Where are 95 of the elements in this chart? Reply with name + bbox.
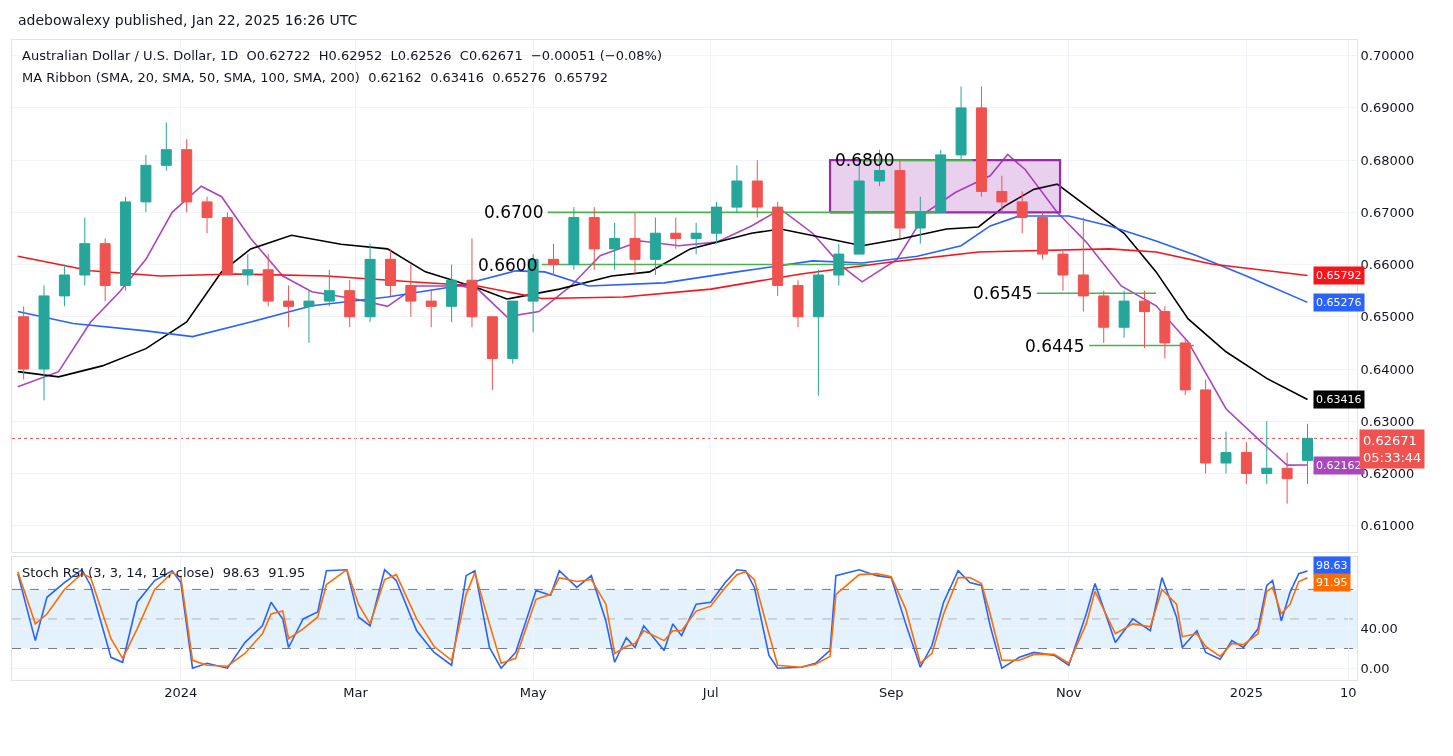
candlestick: [1118, 290, 1130, 339]
x-tick-label: 2024: [164, 684, 198, 700]
x-tick-label: Nov: [1056, 684, 1082, 700]
data-label: 98.63: [1316, 559, 1348, 572]
x-tick-label: 2025: [1229, 684, 1263, 700]
candlestick: [1281, 452, 1293, 505]
candlestick: [262, 253, 274, 307]
candlestick: [649, 217, 661, 276]
candlestick: [79, 217, 91, 286]
candlestick: [751, 159, 763, 219]
candlestick: [425, 290, 437, 328]
candlestick: [568, 206, 580, 271]
y-tick-label: 0.70000: [1360, 48, 1415, 64]
candlestick: [201, 196, 213, 234]
annotation: 0.6445: [1025, 336, 1085, 356]
candlestick: [160, 122, 172, 172]
y-tick-label: 0.66000: [1360, 257, 1415, 273]
candlestick: [772, 201, 784, 297]
candlestick: [1138, 290, 1150, 349]
text: Australian Dollar / U.S. Dollar, 1D O0.62722 H0.62952 L0.62526 C0.62671 −0.00051 (−0.08%): [22, 48, 663, 63]
candlestick: [364, 243, 376, 323]
data-label: 0.63416: [1316, 393, 1362, 406]
candlestick: [894, 159, 906, 239]
candlestick: [1057, 248, 1069, 292]
candlestick: [731, 164, 743, 213]
candlestick: [283, 284, 295, 328]
candlestick: [1159, 305, 1171, 360]
candlestick: [548, 243, 559, 276]
candlestick: [486, 316, 498, 391]
x-tick-label: Mar: [343, 684, 369, 700]
candlestick: [914, 196, 926, 245]
text: MA Ribbon (SMA, 20, SMA, 50, SMA, 100, SMA, 200) 0.62162 0.63416 0.65276 0.65792: [22, 70, 608, 85]
candlestick: [405, 264, 417, 318]
candlestick: [629, 211, 641, 276]
x-tick-label: Jul: [701, 684, 719, 700]
data-label: 0.65276: [1316, 296, 1362, 309]
candlestick: [58, 264, 70, 307]
x-tick-label: Sep: [878, 684, 904, 700]
y-tick-label: 0.63000: [1360, 413, 1415, 429]
candlestick: [181, 138, 193, 213]
candlestick: [1037, 211, 1049, 260]
y-tick-label: 0.64000: [1360, 361, 1415, 377]
x-tick-label: 10: [1340, 684, 1357, 700]
data-label: 91.95: [1316, 576, 1348, 589]
candlestick: [1016, 190, 1028, 234]
candlestick: [609, 222, 621, 271]
candlestick: [384, 248, 396, 297]
candlestick: [996, 175, 1008, 213]
candlestick: [120, 196, 132, 292]
candlestick: [344, 279, 356, 328]
candlestick: [588, 206, 600, 271]
candlestick: [1179, 337, 1191, 396]
candlestick: [242, 253, 254, 286]
candlestick: [18, 305, 30, 380]
candlestick: [690, 222, 702, 255]
y-tick-label: 0.67000: [1360, 204, 1415, 220]
line-series: [17, 248, 1309, 300]
text: adebowalexy published, Jan 22, 2025 16:26 UTC: [18, 12, 358, 28]
candlestick: [323, 269, 335, 307]
candlestick: [711, 201, 723, 245]
candlestick: [466, 237, 478, 328]
candlestick: [792, 279, 804, 328]
candlestick: [833, 243, 845, 286]
candlestick: [670, 217, 682, 250]
candlestick: [1261, 420, 1273, 485]
annotation: 0.6545: [973, 283, 1033, 303]
candlestick: [1302, 423, 1313, 485]
y-tick-label: 0.69000: [1360, 100, 1415, 116]
ref-line-label: 0.62671 05:33:44: [1363, 433, 1422, 465]
candlestick: [1098, 290, 1110, 344]
candlestick: [1220, 431, 1232, 474]
annotation: 0.6700: [484, 202, 544, 222]
y-tick-label: 0.00: [1360, 660, 1390, 676]
candlestick: [975, 85, 987, 198]
candlestick: [38, 284, 50, 401]
candlestick: [303, 290, 315, 344]
data-label: 0.62162: [1316, 459, 1362, 472]
candlestick: [99, 237, 111, 302]
candlestick: [955, 85, 967, 161]
candlestick: [812, 269, 824, 397]
x-tick-label: May: [519, 684, 547, 700]
candlestick: [446, 264, 458, 323]
candlestick: [935, 149, 947, 213]
y-tick-label: 0.68000: [1360, 152, 1415, 168]
candlestick: [221, 211, 233, 276]
y-tick-label: 40.00: [1360, 621, 1398, 637]
candlestick: [1077, 217, 1089, 313]
y-tick-label: 0.65000: [1360, 309, 1415, 325]
line-series: [17, 153, 1309, 466]
candlestick: [140, 154, 152, 213]
candlestick: [1240, 441, 1252, 485]
data-label: 0.65792: [1316, 269, 1362, 282]
line-series: [17, 183, 1309, 401]
y-tick-label: 0.61000: [1360, 518, 1415, 534]
candlestick: [507, 300, 519, 365]
